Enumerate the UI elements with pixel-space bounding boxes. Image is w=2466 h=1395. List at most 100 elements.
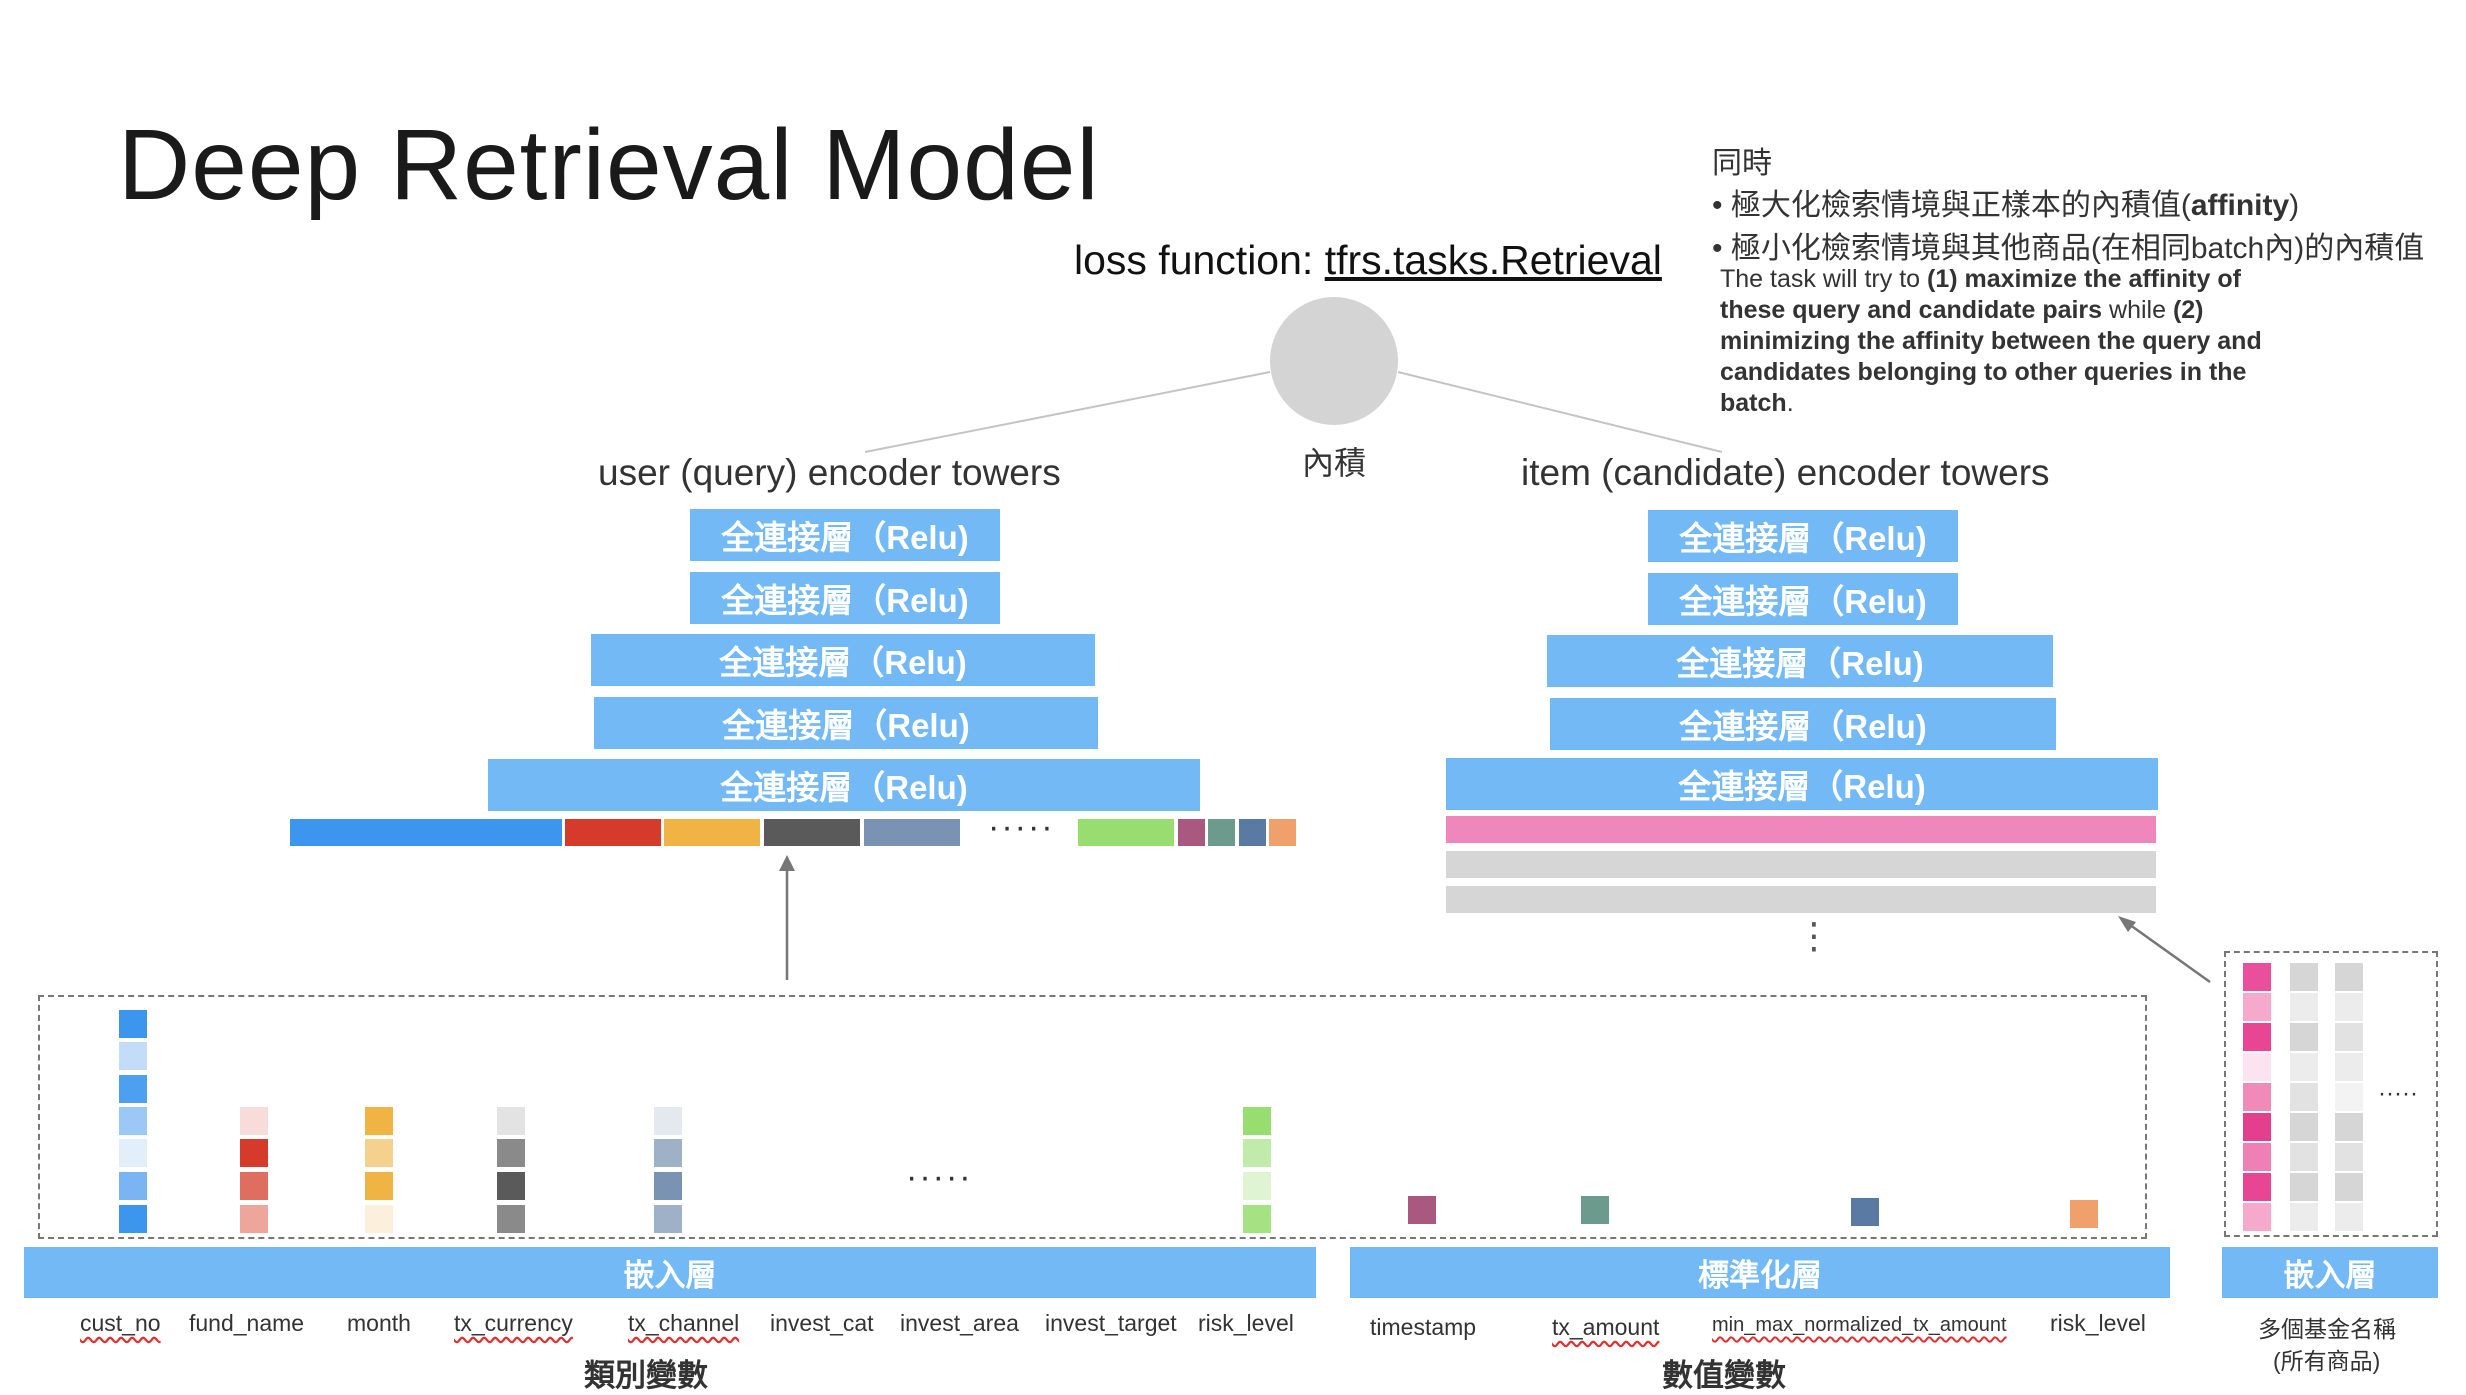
month-cell xyxy=(365,1205,393,1233)
tx-amount-cell xyxy=(1581,1196,1609,1224)
item-embedding-cell xyxy=(2243,1173,2271,1201)
embedding-segment-month xyxy=(664,819,760,846)
user-tower-title: user (query) encoder towers xyxy=(598,452,1061,493)
item-embedding-cell xyxy=(2290,1023,2318,1051)
item-dense-layer-3: 全連接層（Relu) xyxy=(1547,635,2053,687)
feature-label-tx-channel: tx_channel xyxy=(628,1310,740,1336)
items-label-line2: (所有商品) xyxy=(2273,1348,2381,1374)
tx-channel-cell xyxy=(654,1107,682,1135)
cust-no-cell xyxy=(119,1010,147,1038)
item-matrix-ellipsis: ····· xyxy=(2378,1080,2418,1107)
cust-no-cell xyxy=(119,1107,147,1135)
feature-label-invest-cat: invest_cat xyxy=(770,1310,874,1336)
item-tower-title: item (candidate) encoder towers xyxy=(1521,452,2050,493)
user-dense-layer-3: 全連接層（Relu) xyxy=(591,634,1095,686)
fund-name-cell xyxy=(240,1172,268,1200)
feature-label-tx-currency: tx_currency xyxy=(454,1310,573,1336)
cust-no-cell xyxy=(119,1042,147,1070)
embedding-segment-tx-amount xyxy=(1208,819,1235,846)
item-embedding-cell xyxy=(2290,1203,2318,1231)
item-embedding-cell xyxy=(2335,1023,2363,1051)
embedding-segment-tx-channel xyxy=(864,819,960,846)
risk-level-cell xyxy=(1243,1107,1271,1135)
item-dense-layer-2: 全連接層（Relu) xyxy=(1648,573,1958,625)
feature-label-numeric-risk: risk_level xyxy=(2050,1310,2146,1336)
normalized-amount-cell xyxy=(1851,1198,1879,1226)
numeric-risk-cell xyxy=(2070,1200,2098,1228)
item-embedding-row-3 xyxy=(1446,886,2156,913)
tx-channel-cell xyxy=(654,1139,682,1167)
user-connector-line xyxy=(864,371,1271,453)
item-input-arrowhead xyxy=(2118,916,2136,932)
tx-currency-cell xyxy=(497,1172,525,1200)
embedding-segment-timestamp xyxy=(1178,819,1205,846)
embedding-ellipsis: ····· xyxy=(988,808,1055,846)
tx-currency-cell xyxy=(497,1205,525,1233)
item-embedding-cell xyxy=(2243,1203,2271,1231)
item-embedding-cell xyxy=(2290,1173,2318,1201)
risk-level-cell xyxy=(1243,1205,1271,1233)
cust-no-cell xyxy=(119,1139,147,1167)
timestamp-cell xyxy=(1408,1196,1436,1224)
loss-function-label: loss function: tfrs.tasks.Retrieval xyxy=(1074,237,1662,283)
item-vertical-ellipsis: ⋮ xyxy=(1796,915,1832,956)
feature-label-tx-amount: tx_amount xyxy=(1552,1314,1660,1340)
tx-channel-cell xyxy=(654,1172,682,1200)
feature-label-cust-no: cust_no xyxy=(80,1310,161,1336)
user-dense-layer-1: 全連接層（Relu) xyxy=(690,509,1000,561)
note-heading: 同時 xyxy=(1712,147,1772,180)
item-embedding-cell xyxy=(2290,963,2318,991)
item-embedding-cell xyxy=(2335,993,2363,1021)
item-embedding-row-2 xyxy=(1446,851,2156,878)
note-bullet-minimize: • 極小化檢索情境與其他商品(在相同batch內)的內積值 xyxy=(1712,232,2425,265)
item-embedding-cell xyxy=(2243,1143,2271,1171)
item-dense-layer-4: 全連接層（Relu) xyxy=(1550,698,2056,750)
item-embedding-cell xyxy=(2290,1143,2318,1171)
feature-label-fund-name: fund_name xyxy=(189,1310,305,1336)
tx-currency-cell xyxy=(497,1139,525,1167)
cust-no-cell xyxy=(119,1075,147,1103)
month-cell xyxy=(365,1172,393,1200)
user-dense-layer-2: 全連接層（Relu) xyxy=(690,572,1000,624)
item-embedding-cell xyxy=(2290,993,2318,1021)
item-input-box xyxy=(2224,951,2438,1237)
fund-name-cell xyxy=(240,1139,268,1167)
feature-input-box xyxy=(38,995,2147,1239)
item-dense-layer-1: 全連接層（Relu) xyxy=(1648,510,1958,562)
cust-no-cell xyxy=(119,1205,147,1233)
fund-name-cell xyxy=(240,1205,268,1233)
normalization-layer: 標準化層 xyxy=(1350,1247,2170,1298)
embedding-segment-risk-level xyxy=(1078,819,1174,846)
item-embedding-cell xyxy=(2243,1113,2271,1141)
user-dense-layer-5: 全連接層（Relu) xyxy=(488,759,1200,811)
cust-no-cell xyxy=(119,1172,147,1200)
feature-label-invest-area: invest_area xyxy=(900,1310,1019,1336)
item-embedding-cell xyxy=(2335,1083,2363,1111)
categorical-ellipsis: ····· xyxy=(906,1158,973,1196)
categorical-embedding-layer: 嵌入層 xyxy=(24,1247,1316,1298)
item-embedding-cell xyxy=(2243,993,2271,1021)
item-embedding-row-1 xyxy=(1446,816,2156,843)
item-embedding-cell xyxy=(2335,1113,2363,1141)
month-cell xyxy=(365,1139,393,1167)
item-embedding-cell xyxy=(2243,1053,2271,1081)
embedding-segment-fund-name xyxy=(565,819,661,846)
item-embedding-cell xyxy=(2335,963,2363,991)
embedding-segment-cust-no xyxy=(290,819,562,846)
task-description: The task will try to (1) maximize the af… xyxy=(1720,265,2262,417)
item-embedding-cell xyxy=(2335,1173,2363,1201)
embedding-segment-normalized-amount xyxy=(1239,819,1266,846)
feature-label-normalized-amount: min_max_normalized_tx_amount xyxy=(1712,1314,2007,1336)
item-embedding-cell xyxy=(2290,1053,2318,1081)
item-embedding-cell xyxy=(2335,1143,2363,1171)
item-embedding-cell xyxy=(2290,1083,2318,1111)
risk-level-cell xyxy=(1243,1139,1271,1167)
tx-channel-cell xyxy=(654,1205,682,1233)
items-label-line1: 多個基金名稱 xyxy=(2258,1316,2396,1342)
feature-label-month: month xyxy=(347,1310,411,1336)
embedding-segment-tx-currency xyxy=(764,819,860,846)
note-bullet-maximize: • 極大化檢索情境與正樣本的內積值(affinity) xyxy=(1712,189,2300,222)
loss-function-link[interactable]: tfrs.tasks.Retrieval xyxy=(1324,237,1662,283)
inner-product-label: 內積 xyxy=(1302,445,1367,481)
